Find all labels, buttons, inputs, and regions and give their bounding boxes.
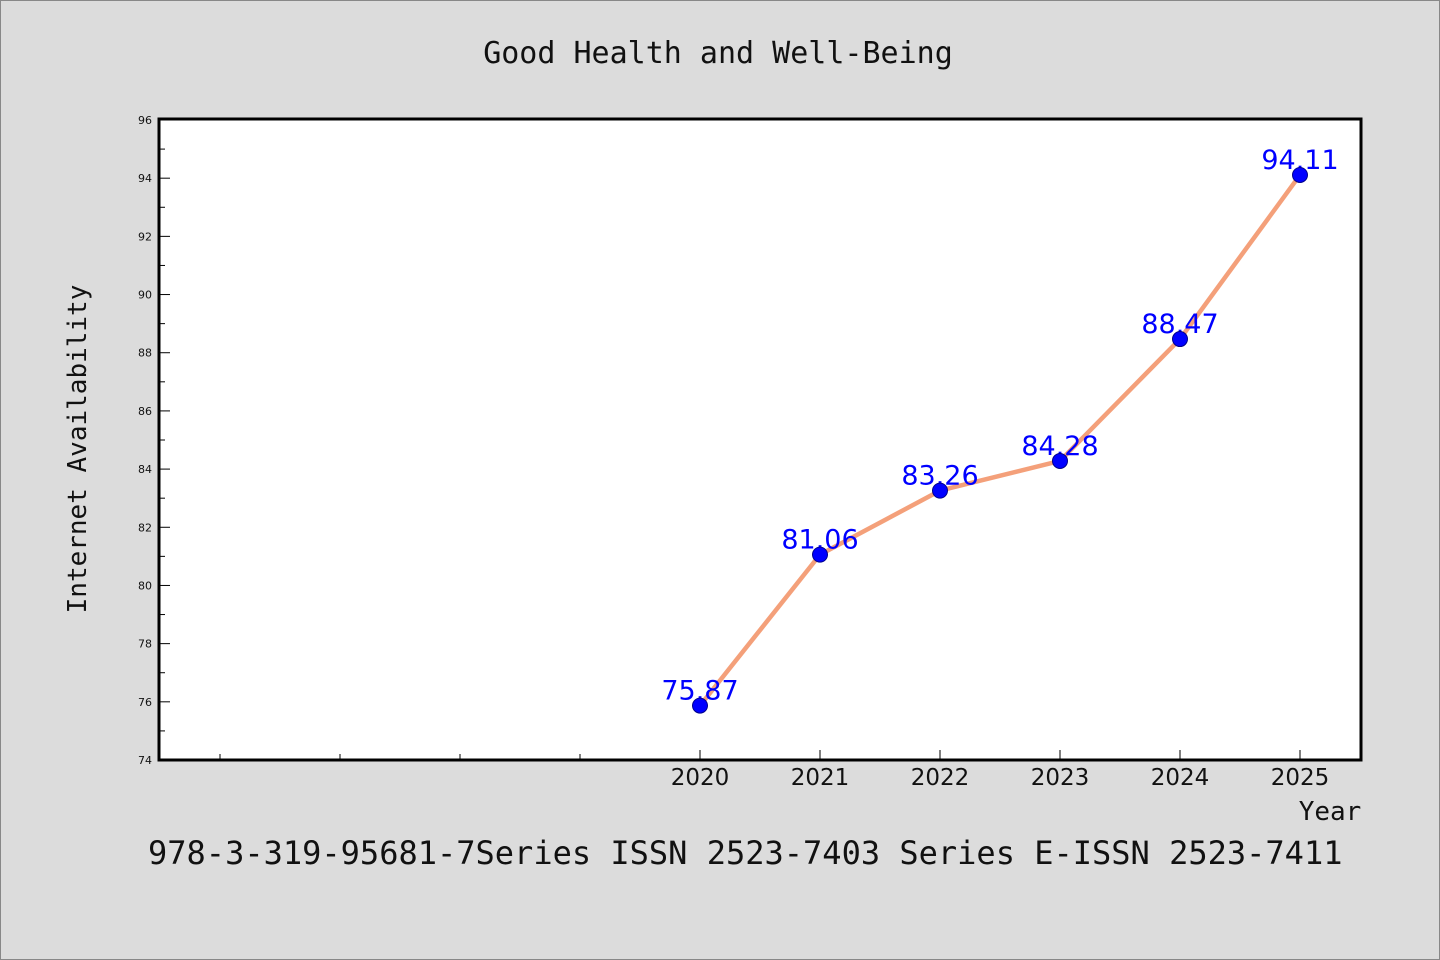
y-axis-label: Internet Availability (63, 285, 93, 614)
x-tick-label: 2022 (911, 765, 970, 791)
plot-area (157, 117, 1363, 762)
y-tick-label: 84 (138, 463, 152, 476)
y-tick-label: 88 (138, 347, 152, 360)
x-tick-label: 2020 (671, 765, 730, 791)
y-tick-label: 78 (138, 638, 152, 651)
data-point (1292, 166, 1308, 183)
y-tick-label: 92 (138, 230, 152, 243)
x-tick-label: 2025 (1271, 765, 1330, 791)
y-tick-label: 90 (138, 289, 152, 302)
x-tick-label: 2023 (1031, 765, 1090, 791)
y-axis: 74 76 78 80 82 84 86 88 90 92 94 96 (138, 114, 170, 767)
x-axis: 2020 2021 2022 2023 2024 2025 (219, 750, 1330, 791)
y-tick-label: 80 (138, 579, 152, 592)
y-tick-label: 74 (138, 754, 152, 767)
x-tick-label: 2021 (791, 765, 850, 791)
y-tick-label: 96 (138, 114, 152, 127)
chart-title: Good Health and Well-Being (483, 36, 953, 71)
y-tick-label: 82 (138, 521, 152, 534)
x-tick-label: 2024 (1151, 765, 1210, 791)
data-point (932, 482, 948, 499)
y-tick-label: 76 (138, 696, 152, 709)
data-point (1172, 331, 1188, 348)
data-point (812, 546, 828, 563)
y-tick-label: 94 (138, 172, 152, 185)
data-point (692, 697, 708, 714)
x-axis-label: Year (1299, 797, 1362, 827)
series-line (698, 173, 1302, 707)
data-point (1052, 452, 1068, 469)
y-tick-label: 86 (138, 405, 152, 418)
footer-text: 978-3-319-95681-7Series ISSN 2523-7403 S… (148, 834, 1342, 872)
